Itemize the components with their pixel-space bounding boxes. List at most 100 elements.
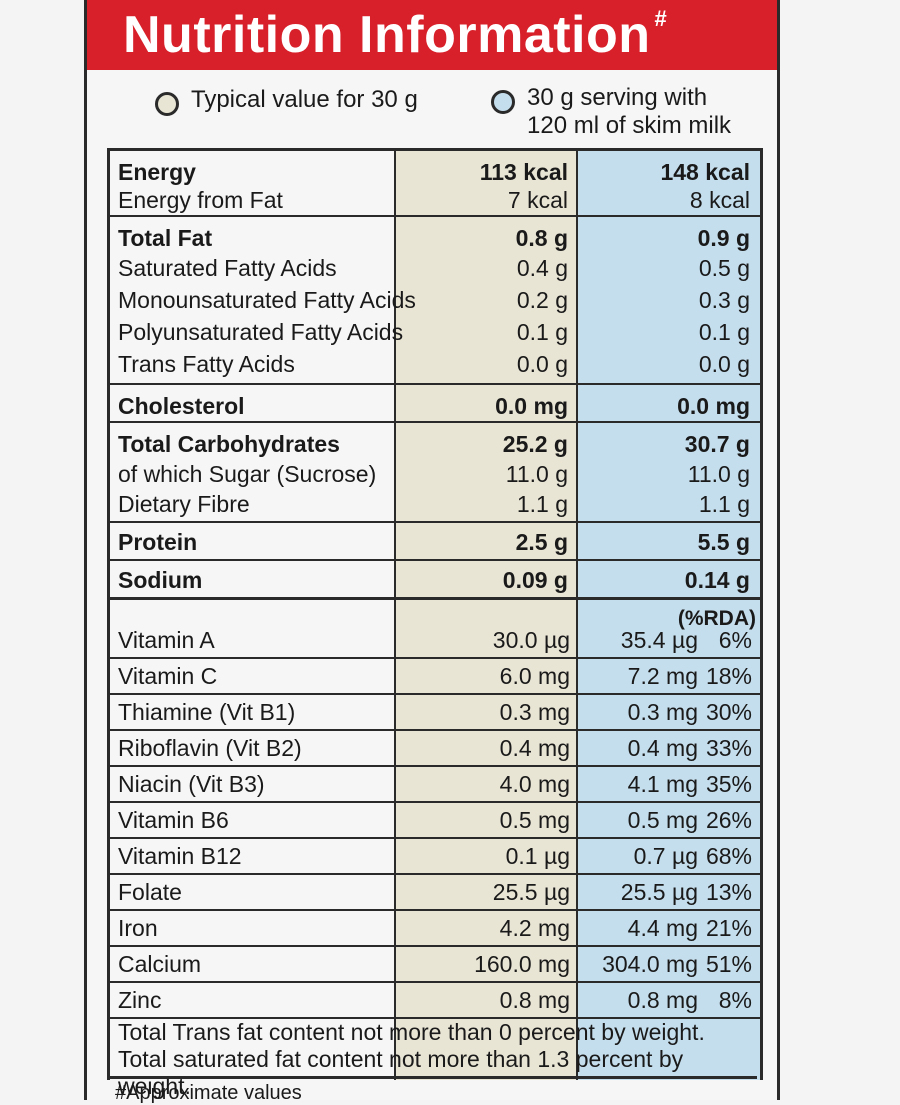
serving-column (578, 151, 760, 1080)
row-label: Saturated Fatty Acids (118, 255, 337, 281)
typical-value: 4.0 mg (499, 771, 570, 797)
rda-percent: 21% (705, 915, 752, 941)
serving-value: 5.5 g (697, 529, 750, 555)
serving-value: 4.1 mg (627, 771, 698, 797)
serving-value: 0.0 g (698, 351, 750, 377)
rda-percent: 35% (705, 771, 752, 797)
typical-value: 0.0 mg (495, 393, 568, 419)
typical-value: 2.5 g (515, 529, 568, 555)
row-label: Monounsaturated Fatty Acids (118, 287, 416, 313)
serving-value: 0.5 mg (627, 807, 698, 833)
rda-percent: 26% (705, 807, 752, 833)
vitamin-label: Niacin (Vit B3) (118, 771, 265, 797)
legend: Typical value for 30 g 30 g serving with… (87, 84, 777, 146)
panel-header: Nutrition Information # (87, 0, 777, 70)
legend-serving-line2: 120 ml of skim milk (527, 112, 732, 139)
nutrition-panel: Nutrition Information # Typical value for… (84, 0, 780, 1104)
divider (107, 1076, 757, 1079)
rda-percent: 51% (705, 951, 752, 977)
row-label: Polyunsaturated Fatty Acids (118, 319, 404, 345)
serving-value: 4.4 mg (627, 915, 698, 941)
divider (110, 1017, 760, 1019)
serving-value: 0.14 g (684, 567, 750, 593)
divider (110, 909, 760, 911)
divider (110, 945, 760, 947)
row-label: of which Sugar (Sucrose) (118, 461, 377, 487)
typical-value: 0.4 g (516, 255, 568, 281)
vitamin-label: Folate (118, 879, 182, 905)
beige-circle-icon (155, 92, 179, 116)
typical-value: 1.1 g (516, 491, 568, 517)
vitamin-label: Vitamin B6 (118, 807, 229, 833)
footnote-trans: Total Trans fat content not more than 0 … (118, 1019, 705, 1045)
typical-value: 11.0 g (505, 461, 568, 487)
row-label: Energy from Fat (118, 187, 283, 213)
typical-value: 4.2 mg (499, 915, 570, 941)
panel-title: Nutrition Information (123, 6, 651, 64)
serving-value: 0.9 g (697, 225, 750, 251)
vitamin-label: Riboflavin (Vit B2) (118, 735, 302, 761)
serving-value: 0.7 µg (633, 843, 698, 869)
typical-value: 0.8 g (515, 225, 568, 251)
rda-percent: 30% (705, 699, 752, 725)
typical-value: 0.4 mg (499, 735, 570, 761)
typical-value: 0.3 mg (499, 699, 570, 725)
divider (110, 521, 760, 523)
blue-circle-icon (491, 90, 515, 114)
serving-value: 0.4 mg (627, 735, 698, 761)
rda-percent: 8% (718, 987, 752, 1013)
rda-percent: 13% (705, 879, 752, 905)
rda-percent: 68% (705, 843, 752, 869)
serving-value: 0.3 mg (627, 699, 698, 725)
row-label: Total Fat (118, 225, 213, 251)
serving-value: 0.8 mg (627, 987, 698, 1013)
serving-value: 0.0 mg (677, 393, 750, 419)
approx-note: #Approximate values (115, 1082, 302, 1104)
divider (576, 151, 578, 1080)
typical-value: 0.2 g (516, 287, 568, 313)
serving-value: 35.4 µg (620, 627, 698, 653)
typical-value: 160.0 mg (474, 951, 570, 977)
row-label: Protein (118, 529, 198, 555)
typical-column (396, 151, 578, 1080)
typical-value: 6.0 mg (499, 663, 570, 689)
legend-serving-line1: 30 g serving with (527, 84, 708, 111)
serving-value: 0.5 g (698, 255, 750, 281)
typical-value: 0.09 g (502, 567, 568, 593)
legend-typical: Typical value for 30 g (155, 86, 418, 116)
vitamin-label: Vitamin A (118, 627, 215, 653)
vitamin-label: Vitamin C (118, 663, 218, 689)
row-label: Energy (118, 159, 196, 185)
typical-value: 25.5 µg (492, 879, 570, 905)
divider (110, 597, 760, 600)
vitamin-label: Calcium (118, 951, 202, 977)
typical-value: 0.8 mg (499, 987, 570, 1013)
typical-value: 0.1 µg (505, 843, 570, 869)
serving-value: 8 kcal (689, 187, 750, 213)
divider (110, 981, 760, 983)
serving-value: 304.0 mg (602, 951, 698, 977)
serving-value: 0.3 g (698, 287, 750, 313)
legend-serving: 30 g serving with 120 ml of skim milk (491, 84, 731, 140)
divider (110, 765, 760, 767)
serving-value: 148 kcal (660, 159, 750, 185)
serving-value: 7.2 mg (627, 663, 698, 689)
vitamin-label: Iron (118, 915, 158, 941)
typical-value: 0.1 g (516, 319, 568, 345)
divider (110, 729, 760, 731)
typical-value: 7 kcal (507, 187, 568, 213)
nutrition-table: Energy 113 kcal 148 kcal Energy from Fat… (107, 148, 763, 1099)
serving-value: 11.0 g (687, 461, 750, 487)
rda-percent: 33% (705, 735, 752, 761)
serving-value: 30.7 g (684, 431, 750, 457)
vitamin-label: Zinc (118, 987, 162, 1013)
row-label: Trans Fatty Acids (118, 351, 295, 377)
vitamin-label: Thiamine (Vit B1) (118, 699, 296, 725)
divider (110, 873, 760, 875)
approx-mark: # (654, 6, 668, 31)
divider (394, 151, 396, 1080)
serving-value: 1.1 g (698, 491, 750, 517)
divider (110, 837, 760, 839)
rda-percent: 6% (718, 627, 752, 653)
divider (110, 693, 760, 695)
